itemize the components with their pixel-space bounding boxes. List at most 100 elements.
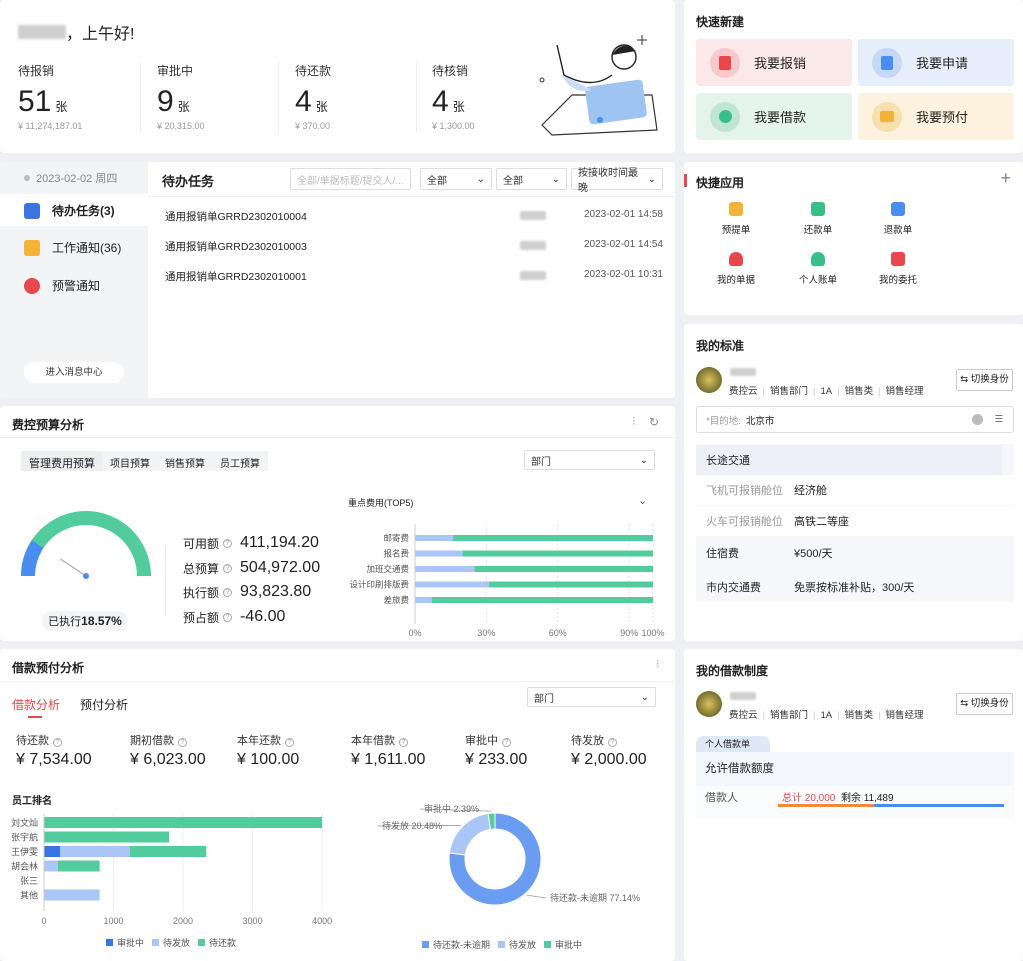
bar-segment [474, 566, 653, 572]
prepay-button[interactable]: 我要预付 [858, 93, 1014, 140]
plane-row: 飞机可报销舱位 经济舱 [696, 475, 1014, 505]
stat-unit: 张 [452, 100, 465, 114]
prepay-icon [872, 101, 902, 132]
filter-icon[interactable]: ⫶ [632, 416, 635, 428]
quick-apps-card: 快捷应用 + 预提单 还款单 退款单 我的单据 个人账单 我的委托 [684, 162, 1023, 315]
stat-amount: ¥ 11,274,187.01 [18, 121, 83, 131]
welcome-illustration [539, 35, 658, 136]
button-label: 我要申请 [916, 56, 969, 71]
refresh-icon[interactable]: ↻ [648, 415, 659, 429]
task-row[interactable]: 通用报销单GRRD2302010003 2023-02-01 14:54 [165, 239, 663, 253]
category-label: 胡会林 [11, 861, 38, 872]
filter-select-2[interactable]: 全部 ⌄ [496, 168, 567, 190]
stat-label: 待核销 [432, 64, 469, 78]
stat-pending-reimburse[interactable]: 待报销 51 张 ¥ 11,274,187.01 [18, 62, 82, 131]
sidebar-item-notice[interactable]: 工作通知(36) [24, 239, 121, 256]
hotel-row: 住宿费 ¥500/天 [706, 548, 833, 560]
tab-staff-budget[interactable]: 员工预算 [212, 451, 268, 471]
gauge-needle [60, 558, 87, 577]
category-label: 设计印刷排版费 [349, 580, 409, 590]
chevron-down-icon: ⌄ [476, 173, 485, 185]
tasks-card: 2023-02-02 周四 待办任务(3) 工作通知(36) 预警通知 进入消息… [0, 162, 675, 398]
quota-title: 允许借款额度 [696, 752, 1014, 786]
divider [416, 62, 417, 132]
app-accrual[interactable]: 预提单 [706, 202, 766, 236]
donut-slice [448, 812, 542, 906]
my-standard-card: 我的标准 费控云 | 销售部门 | 1A | 销售类 | 销售经理 ⇆ 切换身份 *目的地: 北京… [684, 324, 1023, 641]
budget-analysis-card: 费控预算分析 ⫶ ↻ 管理费用预算 项目预算 销售预算 员工预算 部门 ⌄ 已执行… [0, 406, 675, 641]
gauge-chart [21, 511, 151, 579]
loan-system-card: 我的借款制度 费控云 | 销售部门 | 1A | 销售类 | 销售经理 ⇆ 切换身份 个人借款单… [684, 649, 1023, 961]
add-icon[interactable]: + [1000, 168, 1011, 188]
dept-select[interactable]: 部门 ⌄ [524, 450, 655, 470]
tab-personal-loan[interactable]: 个人借款单 [696, 736, 770, 752]
date-label: 2023-02-02 周四 [24, 170, 117, 186]
tab-project-budget[interactable]: 项目预算 [102, 451, 158, 471]
sidebar-item-todo[interactable]: 待办任务(3) [24, 202, 115, 219]
app-refund[interactable]: 退款单 [868, 202, 928, 236]
loan-title: 借款预付分析 [12, 661, 85, 675]
x-tick-label: 60% [549, 628, 567, 638]
category-label: 张宇航 [11, 832, 38, 843]
apply-button[interactable]: 我要申请 [858, 39, 1014, 86]
delegate-icon [891, 252, 905, 266]
quota-text: 总计 20,000 剩余 11,489 [782, 793, 894, 804]
filter-select-1[interactable]: 全部 ⌄ [420, 168, 492, 190]
app-repay[interactable]: 还款单 [788, 202, 848, 236]
gauge-fill [21, 540, 44, 577]
donut-slice [487, 812, 496, 830]
bar-segment [415, 550, 463, 557]
personal-bill-icon [811, 252, 825, 266]
task-row[interactable]: 通用报销单GRRD2302010004 2023-02-01 14:58 [165, 209, 663, 223]
x-tick-label: 100% [641, 628, 664, 638]
category-label: 邮寄费 [383, 533, 409, 543]
destination-field[interactable]: *目的地: 北京市 ☰ [696, 406, 1014, 433]
sidebar-item-alert[interactable]: 预警通知 [24, 277, 100, 294]
loan-stat: 待发放? ¥ 2,000.00 [571, 735, 647, 768]
todo-title: 待办任务 [162, 174, 215, 189]
reimburse-button[interactable]: 我要报销 [696, 39, 852, 86]
button-label: 我要借款 [754, 110, 807, 125]
bar-segment [57, 860, 100, 872]
filter-icon[interactable]: ⫶ [656, 659, 659, 671]
clear-icon [972, 414, 983, 425]
tab-admin-budget[interactable]: 管理费用预算 [21, 451, 103, 471]
top5-title: 重点费用(TOP5) [348, 498, 414, 508]
total-budget-row: 总预算? 504,972.00 [183, 559, 321, 576]
switch-identity-button[interactable]: ⇆ 切换身份 [956, 693, 1013, 715]
apply-icon [872, 47, 902, 78]
tab-sales-budget[interactable]: 销售预算 [157, 451, 213, 471]
checkbox-icon [24, 202, 40, 219]
app-personal-bill[interactable]: 个人账单 [788, 252, 848, 286]
borrow-icon [710, 101, 740, 132]
task-row[interactable]: 通用报销单GRRD2302010001 2023-02-01 10:31 [165, 269, 663, 283]
bar-segment [129, 846, 207, 857]
bar-segment [44, 831, 170, 843]
switch-icon: ⇆ [960, 698, 969, 709]
borrow-button[interactable]: 我要借款 [696, 93, 852, 140]
loan-stat: 审批中? ¥ 233.00 [465, 735, 528, 768]
search-input[interactable]: 全部/单据标题/提交人/... [290, 168, 411, 190]
sort-select[interactable]: 按接收时间最晚 ⌄ [571, 168, 663, 194]
x-tick-label: 30% [477, 628, 495, 638]
app-delegate[interactable]: 我的委托 [868, 252, 928, 286]
loan-stat: 待还款? ¥ 7,534.00 [16, 735, 92, 768]
stat-count: 51 [18, 85, 52, 118]
tab-loan-analysis[interactable]: 借款分析 [12, 698, 61, 712]
tab-prepay-analysis[interactable]: 预付分析 [80, 698, 129, 712]
x-tick-label: 3000 [243, 916, 263, 926]
loan-stat: 本年还款? ¥ 100.00 [237, 735, 300, 768]
switch-identity-button[interactable]: ⇆ 切换身份 [956, 369, 1013, 391]
available-row: 可用额? 411,194.20 [183, 534, 319, 551]
app-my-docs[interactable]: 我的单据 [706, 252, 766, 286]
message-center-button[interactable]: 进入消息中心 [24, 362, 124, 383]
dept-select[interactable]: 部门 ⌄ [527, 687, 656, 707]
x-tick-label: 0 [41, 916, 46, 926]
chevron-down-icon[interactable]: ⌄ [638, 495, 648, 507]
category-label: 王伊雯 [11, 846, 38, 857]
x-tick-label: 90% [620, 628, 638, 638]
avatar [696, 691, 722, 717]
